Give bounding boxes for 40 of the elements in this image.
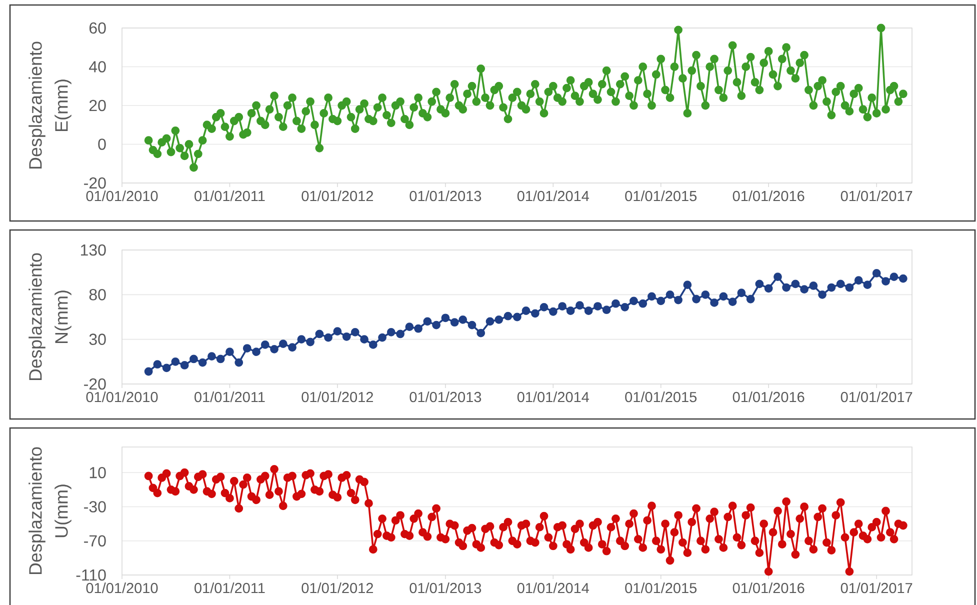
x-tick-label: 01/01/2015 bbox=[625, 392, 697, 402]
y-axis-title: Desplazamiento U(mm) bbox=[28, 447, 72, 574]
x-tick-label: 01/01/2013 bbox=[410, 582, 482, 594]
x-tick-label: 01/01/2010 bbox=[86, 392, 158, 402]
y-tick-label: -20 bbox=[84, 177, 106, 189]
y-tick-label: 60 bbox=[89, 22, 106, 34]
y-tick-label: -20 bbox=[84, 378, 106, 390]
x-tick-label: 01/01/2016 bbox=[732, 190, 804, 202]
x-tick-label: 01/01/2011 bbox=[194, 392, 265, 402]
x-tick-label: 01/01/2012 bbox=[302, 190, 373, 202]
x-tick-label: 01/01/2013 bbox=[410, 190, 482, 202]
x-tick-label: 01/01/2012 bbox=[302, 582, 373, 594]
y-tick-label: 30 bbox=[89, 334, 106, 345]
x-tick-label: 01/01/2014 bbox=[517, 392, 590, 402]
y-tick-label: 80 bbox=[89, 289, 106, 300]
y-tick-label: 40 bbox=[89, 61, 106, 72]
y-tick-label: 10 bbox=[90, 466, 106, 478]
x-tick-label: 01/01/2012 bbox=[302, 392, 373, 402]
y-tick-label: -30 bbox=[84, 501, 106, 512]
x-tick-label: 01/01/2010 bbox=[86, 582, 158, 594]
y-tick-label: 20 bbox=[89, 100, 106, 112]
y-tick-label: -70 bbox=[84, 535, 106, 547]
y-axis-title: Desplazamiento E(mm) bbox=[28, 42, 72, 169]
x-tick-label: 01/01/2016 bbox=[732, 392, 804, 402]
x-tick-label: 01/01/2015 bbox=[625, 190, 697, 202]
x-tick-label: 01/01/2017 bbox=[840, 582, 912, 594]
x-tick-label: 01/01/2017 bbox=[840, 392, 912, 402]
x-tick-label: 01/01/2010 bbox=[86, 190, 158, 202]
y-axis-title: Desplazamiento N(mm) bbox=[28, 253, 72, 380]
x-tick-label: 01/01/2014 bbox=[517, 190, 590, 202]
x-tick-label: 01/01/2016 bbox=[732, 582, 804, 594]
x-tick-label: 01/01/2011 bbox=[194, 582, 265, 594]
x-tick-label: 01/01/2014 bbox=[517, 582, 590, 594]
y-tick-label: 130 bbox=[80, 244, 106, 256]
y-tick-label: -110 bbox=[76, 569, 106, 581]
x-tick-label: 01/01/2017 bbox=[840, 190, 912, 202]
x-tick-label: 01/01/2015 bbox=[625, 582, 697, 594]
y-tick-label: 0 bbox=[98, 138, 106, 150]
x-tick-label: 01/01/2013 bbox=[410, 392, 482, 402]
x-tick-label: 01/01/2011 bbox=[194, 190, 265, 202]
